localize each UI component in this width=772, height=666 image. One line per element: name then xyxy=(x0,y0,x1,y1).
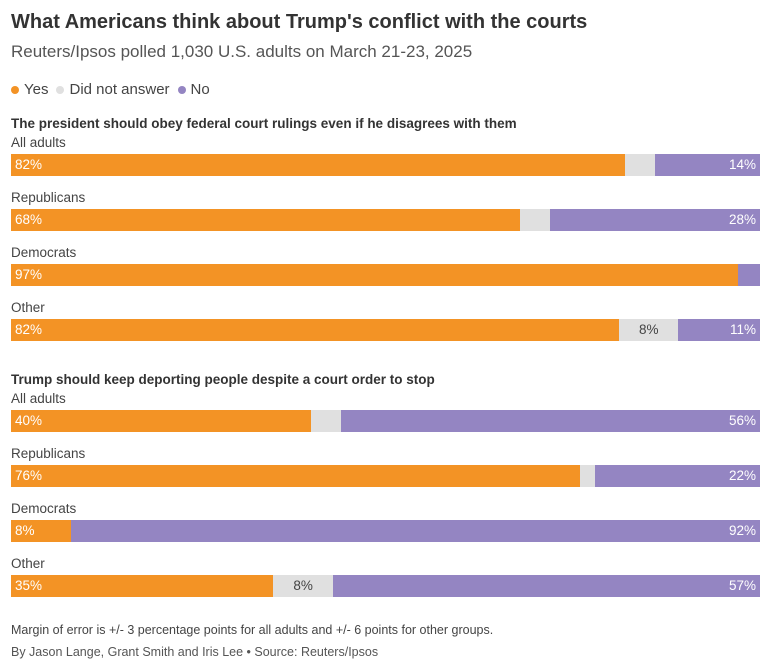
bar-segment-no: 57% xyxy=(333,575,760,597)
bar-row: Republicans 76% 22% xyxy=(11,445,760,500)
bar-segment-did-not-answer xyxy=(625,154,656,176)
category-label: All adults xyxy=(11,391,66,406)
category-label: Republicans xyxy=(11,190,86,205)
category-label: Democrats xyxy=(11,501,77,516)
legend-swatch-did-not-answer xyxy=(56,85,65,94)
data-label: 35% xyxy=(15,578,43,593)
legend-item-yes: Yes xyxy=(11,81,48,98)
data-label: 76% xyxy=(15,468,43,483)
bar-segment-did-not-answer xyxy=(520,209,551,231)
bar-row: Democrats 97% xyxy=(11,244,760,299)
legend-swatch-no xyxy=(177,85,186,94)
data-label: 82% xyxy=(15,157,43,172)
bar-row: Democrats 8% 92% xyxy=(11,500,760,555)
bar-segment-yes: 40% xyxy=(11,410,311,432)
data-label: 68% xyxy=(15,212,43,227)
bar-row: Other 82% 8% 11% xyxy=(11,299,760,354)
data-label: 92% xyxy=(728,523,756,538)
bar-segment-no: 14% xyxy=(655,154,760,176)
category-label: Other xyxy=(11,300,45,315)
data-label: 40% xyxy=(15,413,43,428)
bar-segment-yes: 97% xyxy=(11,264,738,286)
category-label: Democrats xyxy=(11,245,77,260)
stacked-bar: 68% 28% xyxy=(11,209,760,231)
bar-segment-no: 22% xyxy=(595,465,760,487)
bar-segment-no xyxy=(737,264,760,286)
stacked-bar: 8% 92% xyxy=(11,520,760,542)
data-label: 28% xyxy=(728,212,756,227)
bar-row: All adults 40% 56% xyxy=(11,390,760,445)
bar-segment-did-not-answer xyxy=(310,410,341,432)
chart-title: What Americans think about Trump's confl… xyxy=(11,11,588,33)
legend-swatch-yes xyxy=(11,85,19,94)
bar-row: All adults 82% 14% xyxy=(11,134,760,189)
bar-segment-did-not-answer xyxy=(580,465,596,487)
bar-segment-yes: 82% xyxy=(11,154,626,176)
bar-segment-yes: 76% xyxy=(11,465,581,487)
bar-segment-no: 56% xyxy=(340,410,760,432)
chart-subtitle: Reuters/Ipsos polled 1,030 U.S. adults o… xyxy=(11,42,473,61)
data-label: 14% xyxy=(728,157,756,172)
bar-rows: All adults 40% 56% Republicans 76% 22% Democra… xyxy=(11,390,760,610)
bar-segment-yes: 82% xyxy=(11,319,620,341)
bar-segment-did-not-answer: 8% xyxy=(619,319,679,341)
source-credit: By Jason Lange, Grant Smith and Iris Lee… xyxy=(11,645,379,659)
data-label: 8% xyxy=(293,578,313,593)
bar-segment-no: 11% xyxy=(678,319,760,341)
category-label: Other xyxy=(11,556,45,571)
bar-segment-did-not-answer: 8% xyxy=(273,575,334,597)
chart-keep-deporting: Trump should keep deporting people despi… xyxy=(11,370,760,610)
chart-section-title: The president should obey federal court … xyxy=(11,116,517,131)
bar-row: Other 35% 8% 57% xyxy=(11,555,760,610)
legend-item-no: No xyxy=(177,81,210,98)
legend-item-did-not-answer: Did not answer xyxy=(56,81,170,98)
data-label: 8% xyxy=(639,322,659,337)
bar-row: Republicans 68% 28% xyxy=(11,189,760,244)
footnote: Margin of error is +/- 3 percentage poin… xyxy=(11,623,494,637)
category-label: Republicans xyxy=(11,446,86,461)
bar-segment-yes: 35% xyxy=(11,575,274,597)
stacked-bar: 35% 8% 57% xyxy=(11,575,760,597)
stacked-bar: 82% 14% xyxy=(11,154,760,176)
data-label: 56% xyxy=(728,413,756,428)
bar-segment-yes: 8% xyxy=(11,520,71,542)
data-label: 22% xyxy=(728,468,756,483)
legend-label-did-not-answer: Did not answer xyxy=(69,81,170,98)
legend-label-no: No xyxy=(190,81,210,98)
stacked-bar: 82% 8% 11% xyxy=(11,319,760,341)
category-label: All adults xyxy=(11,135,66,150)
stacked-bar: 40% 56% xyxy=(11,410,760,432)
bar-segment-no: 92% xyxy=(70,520,760,542)
chart-obey-court-rulings: The president should obey federal court … xyxy=(11,114,760,354)
data-label: 57% xyxy=(728,578,756,593)
data-label: 11% xyxy=(729,322,756,337)
data-label: 82% xyxy=(15,322,43,337)
stacked-bar: 97% xyxy=(11,264,760,286)
chart-section-title: Trump should keep deporting people despi… xyxy=(11,372,435,387)
bar-rows: All adults 82% 14% Republicans 68% 28% Democra… xyxy=(11,134,760,354)
data-label: 97% xyxy=(15,267,43,282)
legend-label-yes: Yes xyxy=(24,81,49,98)
bar-segment-no: 28% xyxy=(550,209,760,231)
stacked-bar: 76% 22% xyxy=(11,465,760,487)
data-label: 8% xyxy=(15,523,35,538)
legend: Yes Did not answer No xyxy=(11,81,218,98)
bar-segment-yes: 68% xyxy=(11,209,521,231)
